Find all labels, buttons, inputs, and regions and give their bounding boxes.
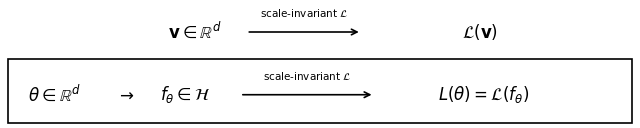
Text: scale-invariant $\mathcal{L}$: scale-invariant $\mathcal{L}$: [260, 7, 348, 19]
Text: $\rightarrow$: $\rightarrow$: [116, 86, 134, 104]
FancyBboxPatch shape: [8, 59, 632, 123]
Text: $f_\theta \in \mathcal{H}$: $f_\theta \in \mathcal{H}$: [161, 84, 211, 105]
Text: $\mathbf{v} \in \mathbb{R}^d$: $\mathbf{v} \in \mathbb{R}^d$: [168, 22, 222, 42]
Text: $\theta \in \mathbb{R}^d$: $\theta \in \mathbb{R}^d$: [28, 84, 81, 105]
Text: $\mathcal{L}(\mathbf{v})$: $\mathcal{L}(\mathbf{v})$: [462, 22, 498, 42]
Text: $L(\theta) = \mathcal{L}(f_\theta)$: $L(\theta) = \mathcal{L}(f_\theta)$: [438, 84, 529, 105]
Text: scale-invariant $\mathcal{L}$: scale-invariant $\mathcal{L}$: [263, 70, 351, 82]
